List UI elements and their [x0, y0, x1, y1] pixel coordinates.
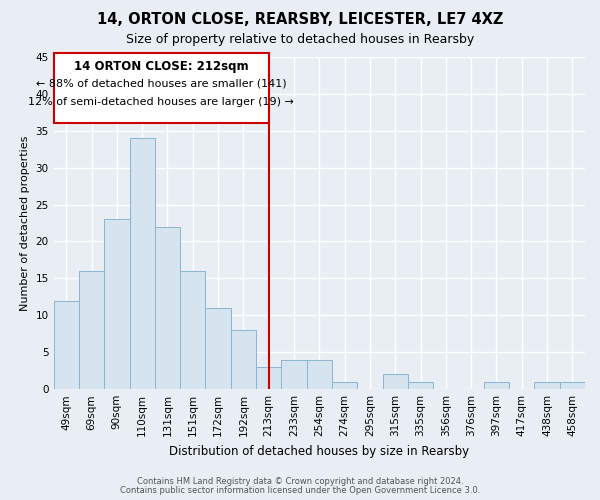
Bar [484, 382, 509, 389]
Text: Contains public sector information licensed under the Open Government Licence 3.: Contains public sector information licen… [120, 486, 480, 495]
Bar [130, 138, 155, 389]
Bar [408, 382, 433, 389]
Bar [205, 308, 231, 389]
Text: Contains HM Land Registry data © Crown copyright and database right 2024.: Contains HM Land Registry data © Crown c… [137, 477, 463, 486]
Bar [79, 271, 104, 389]
Bar [307, 360, 332, 389]
Bar [535, 382, 560, 389]
Bar [104, 220, 130, 389]
Text: 14, ORTON CLOSE, REARSBY, LEICESTER, LE7 4XZ: 14, ORTON CLOSE, REARSBY, LEICESTER, LE7… [97, 12, 503, 28]
Text: 14 ORTON CLOSE: 212sqm: 14 ORTON CLOSE: 212sqm [74, 60, 249, 74]
Bar [560, 382, 585, 389]
Bar [332, 382, 357, 389]
Bar [231, 330, 256, 389]
Bar [256, 367, 281, 389]
X-axis label: Distribution of detached houses by size in Rearsby: Distribution of detached houses by size … [169, 444, 469, 458]
Text: Size of property relative to detached houses in Rearsby: Size of property relative to detached ho… [126, 32, 474, 46]
Text: ← 88% of detached houses are smaller (141): ← 88% of detached houses are smaller (14… [36, 79, 287, 89]
Bar [281, 360, 307, 389]
Bar [180, 271, 205, 389]
Bar [155, 226, 180, 389]
Y-axis label: Number of detached properties: Number of detached properties [20, 136, 30, 310]
Bar [53, 300, 79, 389]
Bar [383, 374, 408, 389]
FancyBboxPatch shape [54, 53, 269, 124]
Text: 12% of semi-detached houses are larger (19) →: 12% of semi-detached houses are larger (… [28, 96, 295, 106]
